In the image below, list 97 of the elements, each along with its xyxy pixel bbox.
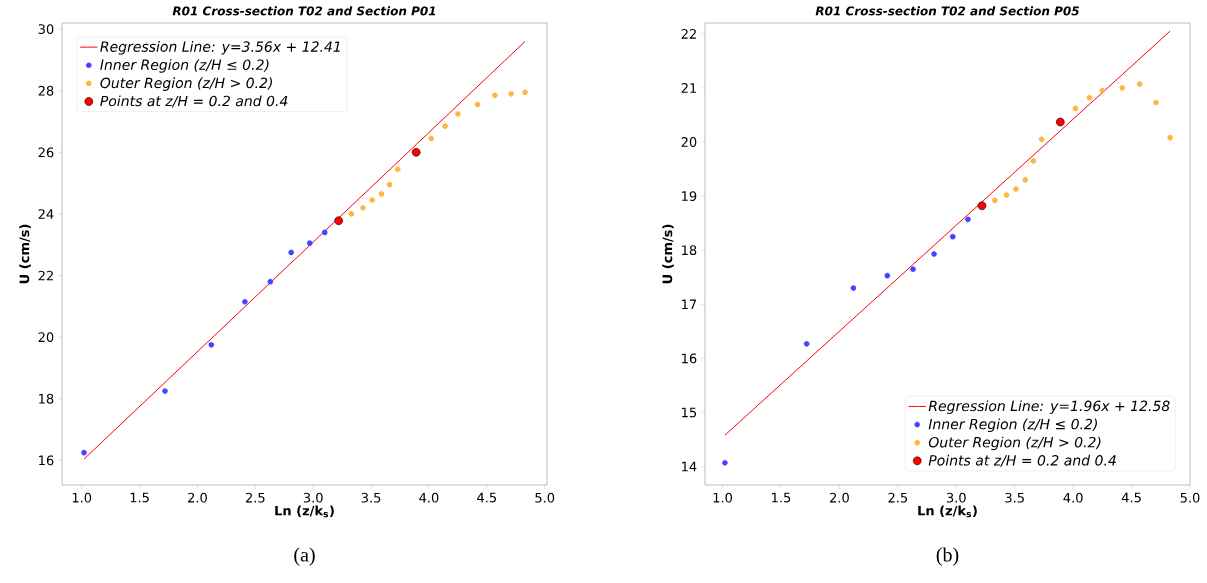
y-tick-label: 17 [682, 299, 697, 310]
point [394, 166, 401, 173]
x-axis-title: Ln (z/k$_{s}$) [918, 505, 977, 518]
point [348, 211, 355, 217]
x-tick-label: 1.5 [130, 492, 149, 503]
point [965, 216, 971, 223]
point [1055, 117, 1065, 127]
point [267, 278, 274, 285]
point [321, 229, 328, 236]
point [931, 251, 937, 257]
point [386, 181, 393, 188]
point [1136, 81, 1143, 87]
y-axis-title: U (cm/s) [662, 224, 674, 284]
y-tick-label: 18 [682, 245, 697, 256]
point [428, 135, 435, 142]
x-tick-label: 1.0 [72, 492, 92, 503]
legend-label: Regression Line: y=3.56x + 12.41 [100, 41, 340, 55]
point [910, 266, 916, 272]
chart-title: R01 Cross-section T02 and Section P01 [172, 6, 436, 16]
point [1022, 177, 1029, 183]
y-tick-label: 28 [38, 85, 54, 96]
x-axis-title: Ln (z/k$_{s}$) [275, 505, 334, 518]
x-tick-label: 5.0 [535, 492, 555, 503]
point [992, 197, 998, 204]
point [1013, 186, 1019, 192]
point [474, 101, 481, 108]
legend-label: Points at z/H = 0.2 and 0.4 [100, 95, 288, 108]
legend-label: Points at z/H = 0.2 and 0.4 [928, 454, 1116, 467]
point [1099, 87, 1106, 94]
legend-label: Inner Region (z/H ≤ 0.2) [928, 418, 1097, 433]
point [1153, 99, 1159, 106]
y-tick-label: 20 [681, 137, 697, 147]
legend-label: Outer Region (z/H > 0.2) [100, 77, 273, 91]
y-tick-label: 16 [682, 353, 697, 364]
point [1038, 136, 1045, 143]
point [522, 89, 528, 96]
point [803, 340, 810, 347]
y-tick-label: 21 [681, 83, 696, 93]
point [306, 240, 313, 247]
point [1119, 85, 1126, 91]
point [378, 191, 385, 197]
x-tick-label: 4.0 [1063, 492, 1083, 503]
legend-label: Regression Line: y=1.96x + 12.58 [928, 400, 1170, 414]
point [492, 92, 498, 99]
y-tick-label: 22 [38, 270, 53, 281]
y-tick-label: 18 [39, 393, 54, 404]
point [884, 272, 891, 279]
point [1030, 158, 1037, 164]
x-tick-label: 3.5 [1005, 492, 1024, 503]
point [334, 216, 343, 226]
point [977, 201, 987, 211]
x-tick-label: 4.5 [477, 492, 497, 503]
legend-label: Outer Region (z/H > 0.2) [928, 436, 1101, 451]
y-tick-label: 24 [38, 209, 54, 219]
text: (a) [294, 547, 315, 566]
y-tick-label: 19 [682, 191, 697, 202]
x-tick-label: 3.0 [946, 492, 966, 503]
legend-label: Inner Region (z/H ≤ 0.2) [100, 59, 269, 73]
y-axis-title: U (cm/s) [19, 224, 31, 284]
x-tick-label: 3.5 [361, 492, 381, 503]
point [722, 460, 728, 466]
y-tick-label: 16 [39, 455, 54, 466]
x-tick-label: 3.0 [303, 492, 323, 503]
point [162, 388, 168, 394]
y-tick-label: 20 [38, 332, 54, 343]
point [442, 123, 448, 129]
point [455, 111, 461, 117]
chart-title: R01 Cross-section T02 and Section P05 [815, 6, 1079, 16]
text: (b) [936, 547, 959, 566]
x-tick-label: 1.5 [772, 492, 791, 503]
point [1167, 134, 1173, 141]
point [242, 298, 248, 305]
y-tick-label: 22 [681, 28, 696, 39]
x-tick-label: 2.5 [888, 492, 908, 503]
point [369, 197, 376, 203]
x-tick-label: 2.0 [188, 492, 207, 503]
x-tick-label: 1.0 [713, 492, 732, 503]
point [288, 249, 294, 256]
point [81, 449, 87, 456]
x-tick-label: 2.5 [245, 492, 265, 503]
point [208, 342, 215, 348]
point [508, 91, 514, 97]
point [360, 204, 366, 211]
y-tick-label: 15 [682, 407, 697, 418]
point [1086, 94, 1093, 101]
point [949, 233, 956, 240]
x-tick-label: 2.0 [830, 492, 849, 503]
y-tick-label: 30 [38, 24, 54, 35]
point [411, 148, 421, 157]
x-tick-label: 4.0 [419, 492, 439, 503]
y-tick-label: 14 [682, 461, 697, 472]
x-tick-label: 4.5 [1121, 492, 1141, 503]
point [850, 285, 857, 291]
y-tick-label: 26 [38, 147, 54, 158]
point [1072, 105, 1079, 112]
x-tick-label: 5.0 [1180, 492, 1200, 503]
point [1003, 192, 1010, 198]
